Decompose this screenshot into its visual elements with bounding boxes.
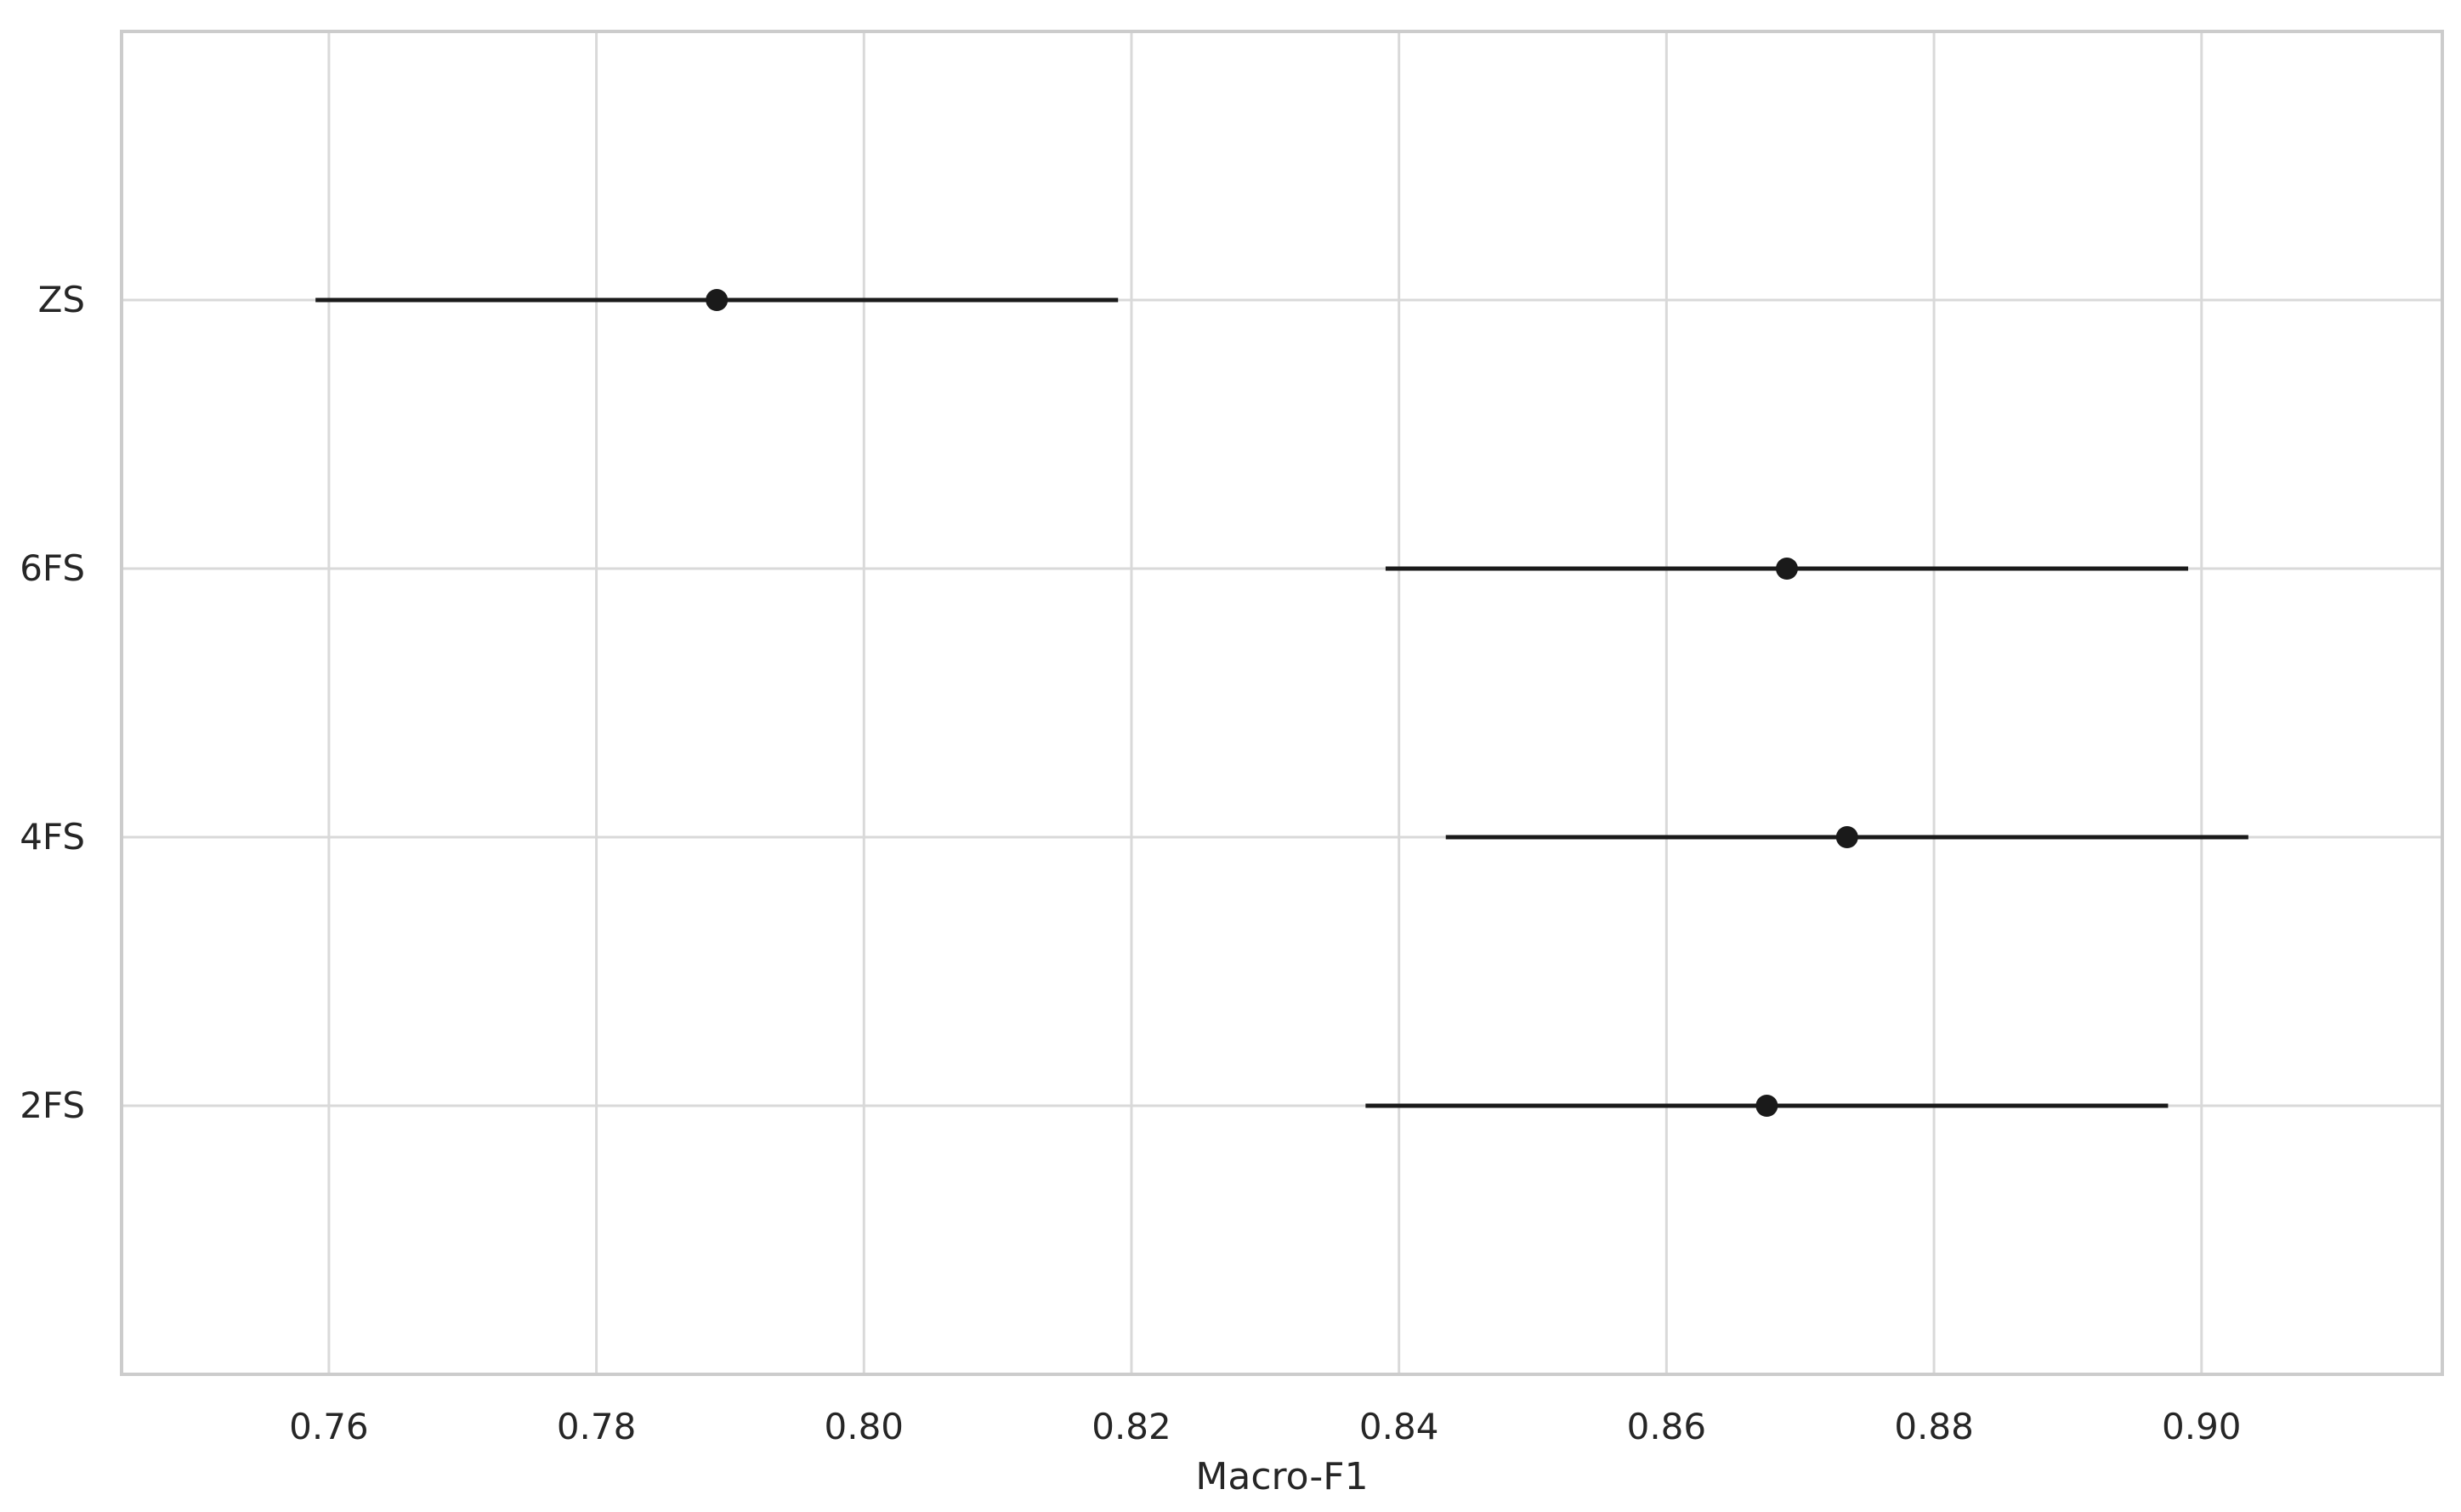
y-axis-ticks: ZS 6FS 4FS 2FS (20, 279, 85, 1126)
x-tick-label: 0.86 (1627, 1406, 1707, 1447)
x-tick-label: 0.88 (1894, 1406, 1974, 1447)
point-6fs (1775, 558, 1798, 580)
y-tick-label: 6FS (20, 547, 85, 589)
x-tick-label: 0.80 (825, 1406, 904, 1447)
x-tick-label: 0.84 (1359, 1406, 1439, 1447)
x-axis-ticks: 0.76 0.78 0.80 0.82 0.84 0.86 0.88 0.90 (289, 1406, 2241, 1447)
x-tick-label: 0.82 (1092, 1406, 1171, 1447)
x-tick-label: 0.76 (289, 1406, 369, 1447)
data-series (315, 289, 2248, 1117)
axes-frame (120, 30, 2444, 1376)
y-tick-label: 2FS (20, 1084, 85, 1126)
y-tick-label: 4FS (20, 816, 85, 858)
x-axis-label: Macro-F1 (1195, 1455, 1368, 1498)
y-tick-label: ZS (38, 279, 85, 320)
x-tick-label: 0.78 (557, 1406, 637, 1447)
point-2fs (1755, 1095, 1778, 1117)
point-zs (706, 289, 729, 311)
plot-frame (120, 30, 2444, 1376)
point-4fs (1835, 826, 1858, 848)
x-tick-label: 0.90 (2162, 1406, 2242, 1447)
